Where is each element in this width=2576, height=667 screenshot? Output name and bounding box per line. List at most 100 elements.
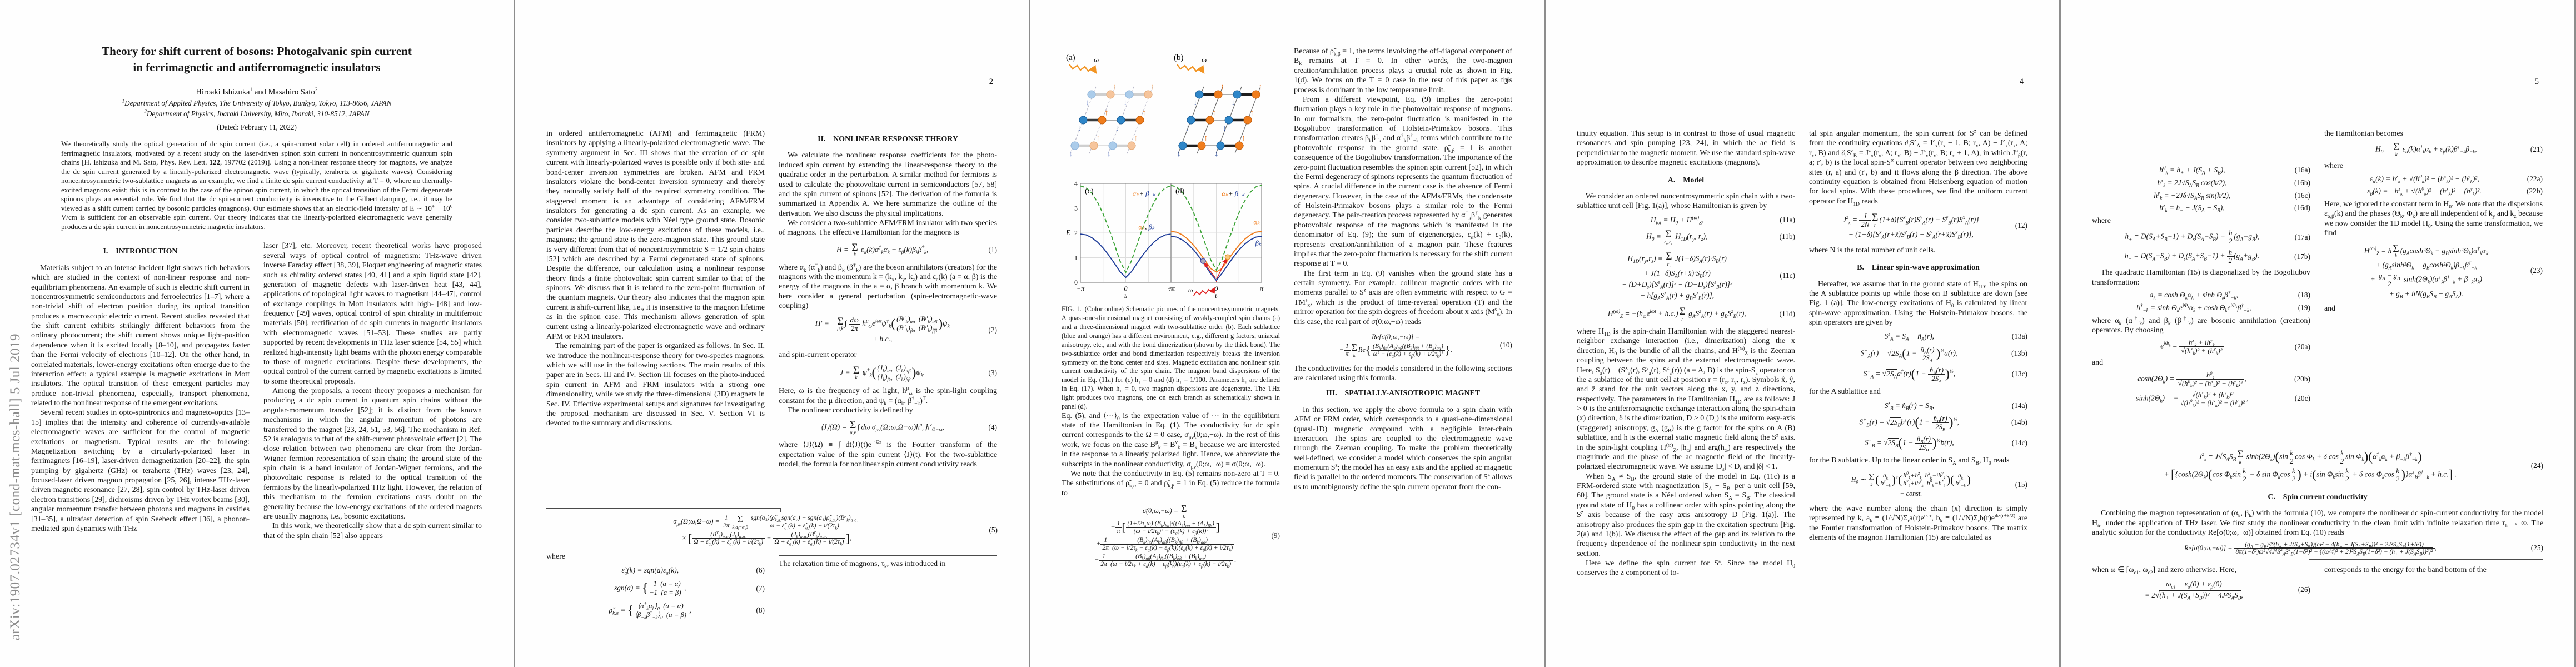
- schematic-panel-a: (a) ω ↓ ↑ ↓ ↑ ↓ ↑ ↓ ↑ ↓ ↑ ↓ ↑: [1066, 53, 1155, 158]
- paragraph: In this work, we theoretically show that…: [263, 522, 482, 540]
- paragraph: Because of ρ̃k,β = 1, the terms involvin…: [1294, 47, 1512, 94]
- affiliation-2: 2Department of Physics, Ibaraki Universi…: [144, 109, 370, 118]
- svg-text:ω: ω: [1202, 56, 1207, 64]
- paragraph: when ω ∈ [ωc1, ωc2] and zero otherwise. …: [2092, 566, 2236, 576]
- paragraph: The nonlinear conductivity is defined by: [788, 406, 913, 415]
- paragraph: the Hamiltonian becomes: [2324, 130, 2403, 138]
- widetext-close-rule: [2308, 556, 2543, 563]
- svg-text:↑: ↑: [1142, 108, 1147, 117]
- paragraph: The quadratic Hamiltonian (15) is diagon…: [2092, 268, 2310, 287]
- paragraph: We note that the conductivity in Eq. (5)…: [1062, 469, 1280, 497]
- equation-20c: sinh(2Θk) = − √(hxk)² + (hyk)² √(h0k)² − (…: [2136, 390, 2310, 407]
- paragraph: From a different viewpoint, Eq. (9) impl…: [1294, 95, 1513, 268]
- svg-text:↓: ↓: [1177, 150, 1181, 158]
- figure-1: (a) ω ↓ ↑ ↓ ↑ ↓ ↑ ↓ ↑ ↓ ↑ ↓ ↑ (b) ω ↓ ↑ ↓ ↑ ↓ ↑ ↓ ↑ ↓ ↑ ↓ ↑ −π 0 π k 0 1 2…: [1062, 47, 1280, 411]
- page2-left-column: in ordered antiferromagnetic (AFM) and f…: [546, 129, 765, 502]
- equation-25: Re[σ(0;ω,−ω)] = (gA − gB)²δ(h+ + J(SA+SB…: [2184, 541, 2543, 556]
- section-heading-nonlinear-response: II. NONLINEAR RESPONSE THEORY: [818, 135, 958, 143]
- paragraph: where: [2092, 217, 2111, 225]
- equation-11a: Htot = H0 + H(ω)Z, (11a): [1650, 215, 1795, 225]
- equation-14b: S+B(r) = √2SBb†(r)(1 − n̂B(r) 2SB)½, (14b): [1859, 415, 2027, 431]
- equation-13c: S−A = √2SAa†(r)(1 − n̂A(r) 2SA)½, (13c): [1863, 366, 2027, 383]
- svg-text:k: k: [1215, 292, 1218, 298]
- paragraph: where H1D is the spin-chain Hamiltonian …: [1577, 327, 1796, 473]
- svg-text:↑: ↑: [1104, 108, 1109, 117]
- section-heading-introduction: I. INTRODUCTION: [103, 247, 178, 256]
- page-3: 3 (a) ω ↓ ↑ ↓ ↑ ↓ ↑ ↓ ↑ ↓ ↑ ↓ ↑ (b) ω ↓ ↑ ↓ ↑ ↓ ↑ ↓ ↑ ↓ ↑ ↓ ↑ −π 0 π k 0…: [1030, 0, 1544, 667]
- equation-17a: h+ = D(SA+SB−1) + Ds(SA−SB) + h 2 (gA−gB),…: [2125, 229, 2310, 246]
- svg-text:↓: ↓: [1115, 124, 1119, 133]
- paragraph: Here, ω is the frequency of ac light, hμ…: [779, 386, 997, 407]
- page-2: 2 in ordered antiferromagnetic (AFM) and…: [515, 0, 1029, 667]
- widetext-open-rule: [546, 505, 781, 512]
- schematic-panel-b: (b) ω ↓ ↑ ↓ ↑ ↓ ↑ ↓ ↑ ↓ ↑ ↓ ↑: [1174, 53, 1263, 158]
- paragraph: Among the proposals, a recent theory pro…: [263, 387, 482, 521]
- svg-text:ω: ω: [1188, 286, 1193, 294]
- equation-16b: hxk = 2J√SASB cos(k/2), (16b): [2157, 178, 2310, 188]
- equation-16a: h0k = h+ + J(SA + SB), (16a): [2159, 166, 2310, 175]
- equation-13a: SzA = SA − n̂A(r), (13a): [1884, 332, 2027, 342]
- svg-text:↑: ↑: [1134, 134, 1138, 143]
- svg-text:−π: −π: [1167, 285, 1175, 292]
- svg-text:↓: ↓: [1193, 98, 1198, 107]
- svg-text:↓: ↓: [1185, 124, 1189, 133]
- paragraph: Materials subject to an intense incident…: [31, 263, 250, 408]
- svg-text:↓: ↓: [1107, 150, 1111, 158]
- svg-text:αₖ+ β₋ₖ: αₖ+ β₋ₖ: [1222, 190, 1245, 197]
- svg-text:0: 0: [1124, 285, 1128, 292]
- equation-6: ε̃a(k) = sgn(a)εa(k), (6): [621, 566, 765, 576]
- svg-text:↑: ↑: [1204, 134, 1208, 143]
- subsection-heading-spin-current-conductivity: C. Spin current conductivity: [2268, 493, 2368, 501]
- equation-20b: cosh(2Θk) = h0k √(h0k)² − (hxk)² − (hyk)²…: [2137, 371, 2310, 387]
- svg-text:4: 4: [1074, 180, 1078, 187]
- svg-text:αₖ: αₖ: [1253, 218, 1260, 226]
- svg-text:βₖ: βₖ: [1255, 239, 1262, 247]
- svg-text:↑: ↑: [1212, 108, 1217, 117]
- paragraph: where αk (α†k) and βk (β†k) are bosonic …: [2092, 316, 2311, 335]
- svg-text:(c): (c): [1085, 187, 1094, 196]
- svg-text:1: 1: [1074, 254, 1078, 262]
- section-heading-spatially-anisotropic: III. SPATIALLY-ANISOTROPIC MAGNET: [1326, 389, 1481, 398]
- equation-22b: εβ(k) = −hzk + √(h0k)² − (hxk)² − (hyk)²…: [2367, 187, 2543, 197]
- paragraph: Here, we ignored the constant term in H0…: [2324, 200, 2543, 238]
- paragraph: for the A sublattice and: [1809, 387, 1881, 396]
- dispersion-chart-d: −π 0 π k (d) αₖ+ β₋ₖ αₖ βₖ ω: [1167, 183, 1264, 301]
- paragraph: The remaining part of the paper is organ…: [546, 342, 765, 428]
- paragraph: where ⟨J⟩(Ω) ≡ ∫ dt⟨J⟩(t)e−iΩt is the Fo…: [779, 440, 997, 469]
- paragraph: for the B sublattice. Up to the linear o…: [1809, 456, 2010, 467]
- title-line-2: in ferrimagnetic and antiferromagnetic i…: [133, 61, 381, 74]
- paragraph: tal spin angular momentum, the spin curr…: [1809, 128, 2028, 207]
- paragraph: and: [2092, 359, 2104, 367]
- paragraph: We consider a two-sublattice AFM/FRM ins…: [779, 219, 997, 237]
- page5-bottom-left: when ω ∈ [ωc1, ωc2] and zero otherwise. …: [2092, 565, 2310, 605]
- page1-right-column: laser [37], etc. Moreover, recent theore…: [263, 241, 482, 541]
- svg-text:↑: ↑: [1250, 108, 1254, 117]
- equation-22a: εα(k) = hzk + √(h0k)² − (hxk)² − (hyk)²,…: [2370, 174, 2543, 184]
- authors: Hiroaki Ishizuka1 and Masahiro Sato2: [196, 86, 318, 97]
- svg-text:3: 3: [1074, 205, 1078, 212]
- figure-1-canvas: (a) ω↓↑↓↑↓↑↓↑↓↑↓↑(b) ω↓↑↓↑↓↑↓↑↓↑↓↑−π 0 πk012…: [1065, 53, 1264, 301]
- paragraph: and spin-current operator: [779, 351, 857, 359]
- equation-14a: SzB = n̂B(r) − SB, (14a): [1884, 401, 2027, 411]
- abstract: We theoretically study the optical gener…: [61, 140, 452, 231]
- svg-text:(a): (a): [1066, 53, 1075, 62]
- paragraph: The relaxation time of magnons, τk, was …: [779, 560, 946, 570]
- title-line-1: Theory for shift current of bosons: Phot…: [102, 44, 412, 58]
- page3-left-column: (a) ω ↓ ↑ ↓ ↑ ↓ ↑ ↓ ↑ ↓ ↑ ↓ ↑ (b) ω ↓ ↑ ↓ ↑ ↓ ↑ ↓ ↑ ↓ ↑ ↓ ↑ −π 0 π k 0 1 2…: [1062, 47, 1280, 574]
- page2-bottom-right: The relaxation time of magnons, τk, was …: [779, 552, 997, 624]
- svg-text:↑: ↑: [1150, 83, 1155, 92]
- equation-26: ωc1 ≡ εα(0) + εβ(0) = 2√(h+ + J(SA+SB))² …: [2144, 580, 2310, 601]
- equation-7: sgn(a) = { 1 (a = α) −1 (a = β) , (7): [614, 580, 765, 597]
- svg-text:↑: ↑: [1258, 83, 1263, 92]
